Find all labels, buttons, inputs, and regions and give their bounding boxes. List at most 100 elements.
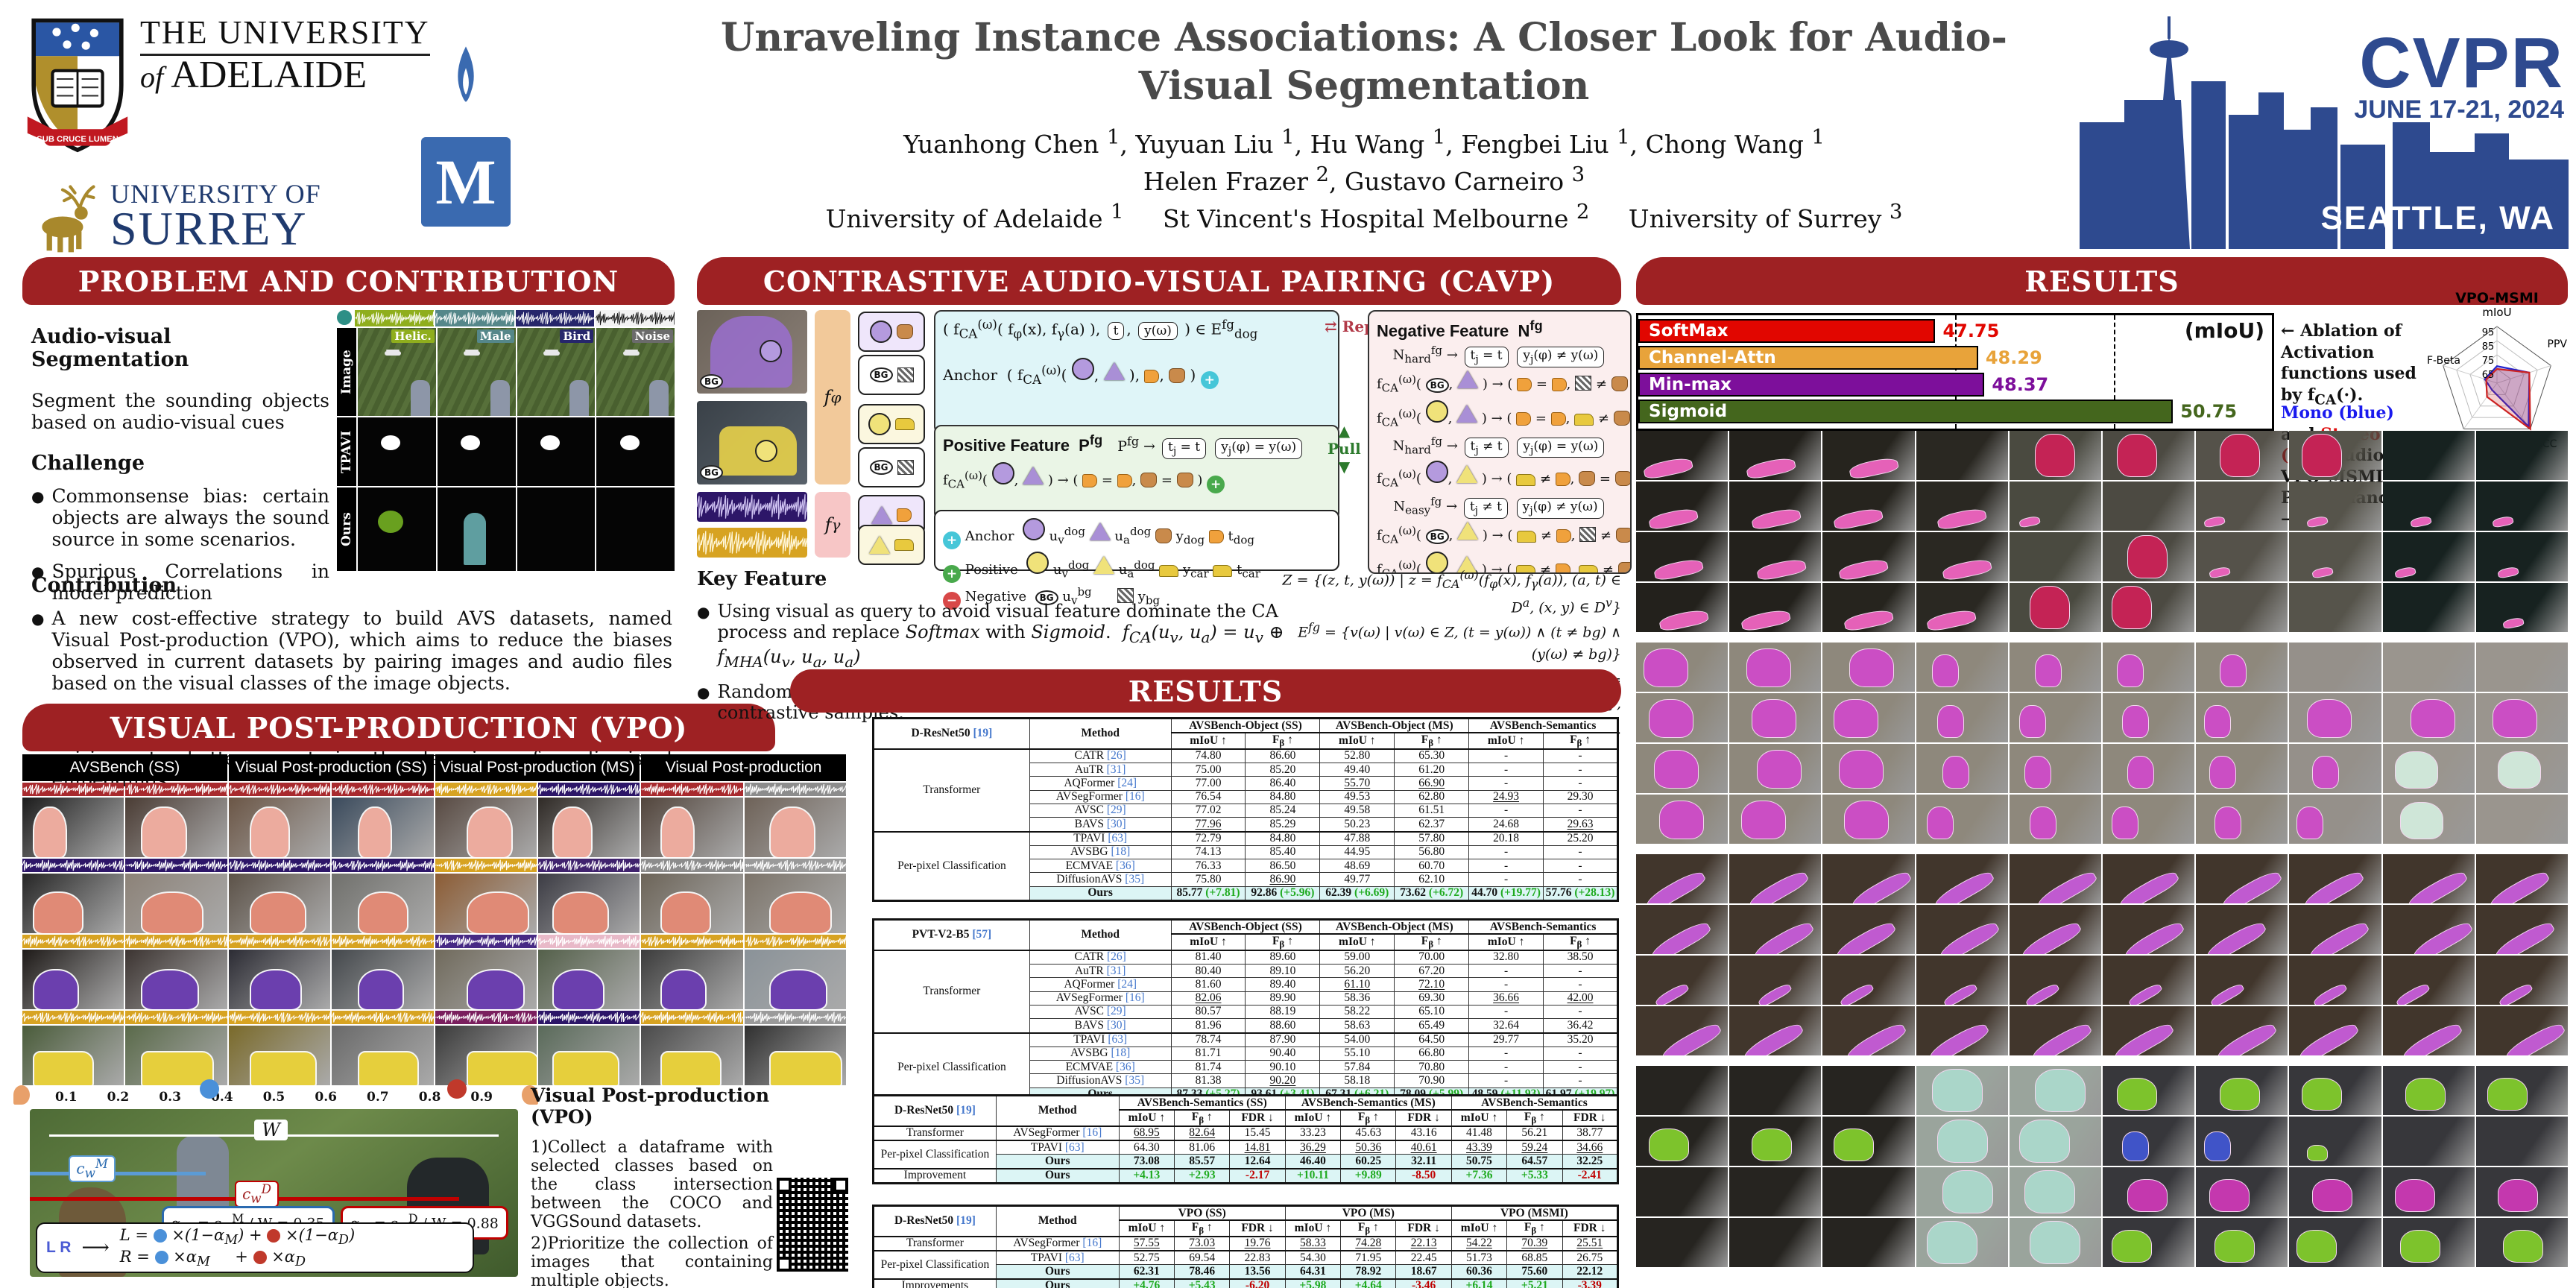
person-mask xyxy=(768,806,815,857)
cat-mask xyxy=(466,891,529,933)
mask-blob xyxy=(1757,750,1802,789)
tpavi-mask-blob xyxy=(540,435,560,450)
audio-strip xyxy=(641,935,743,948)
audio-strip xyxy=(228,783,331,796)
bar-label: SoftMax xyxy=(1649,321,1729,341)
vpo-image-tile xyxy=(744,874,846,933)
trombone-tile xyxy=(2196,854,2288,903)
mixed-animals-tile xyxy=(2475,1066,2569,1115)
negative-title: Negative Feature Nfg xyxy=(1377,318,1543,341)
trombone-tile xyxy=(1822,1006,1915,1055)
mixed-animals-tile xyxy=(1916,1066,2008,1115)
mask-blob xyxy=(1642,455,1694,480)
mono-speaker-pin-icon xyxy=(200,1079,219,1099)
problem-qualitative-grid: Image Helic. Male Bird Noise TPAVI Ours xyxy=(337,310,675,572)
results-table: D-ResNet50 [19] Method AVSBench-Semantics … xyxy=(872,1094,1619,1184)
tpavi-mask-blob xyxy=(381,435,401,450)
mask-blob xyxy=(2307,1145,2329,1161)
section-header-problem: PROBLEM AND CONTRIBUTION xyxy=(22,257,675,305)
audio-strip xyxy=(515,310,595,326)
dog-mask xyxy=(249,969,302,1009)
qual-row xyxy=(1636,1218,2569,1267)
mask-blob xyxy=(2394,981,2431,1005)
mask-blob xyxy=(2393,566,2416,579)
challenge-bullet-2: Spurious Correlations in model predictio… xyxy=(51,561,329,604)
positive-rule: Pfg → tj = t yj(φ) = y(ω) xyxy=(1117,435,1304,459)
vpo-step: 1)Collect a dataframe with selected clas… xyxy=(531,1138,773,1231)
audio-strip xyxy=(537,859,640,872)
mask-blob xyxy=(1844,801,1890,839)
problem-grid-row: Image Helic. Male Bird Noise xyxy=(337,328,675,416)
ruler-tick: 0.2 xyxy=(107,1090,130,1105)
mixed-animals-tile xyxy=(1636,1218,1729,1267)
problem-grid-row: Ours xyxy=(337,487,675,571)
audio-strip xyxy=(22,859,124,872)
mixed-animals-tile xyxy=(2103,1066,2195,1115)
wolf-tile xyxy=(1916,744,2008,793)
trombone-tile xyxy=(2382,1006,2475,1055)
adelaide-name-line1: THE UNIVERSITY xyxy=(140,16,430,56)
mask-blob xyxy=(2220,867,2284,903)
audio-strip xyxy=(228,859,331,872)
mixed-animals-tile xyxy=(2009,1167,2102,1216)
audio-strip xyxy=(228,935,331,948)
ablation-annotation: ← Ablation of Activation functions used … xyxy=(2281,321,2416,408)
mixed-animals-tile xyxy=(2382,1218,2475,1267)
person-mask xyxy=(466,806,513,857)
mask-blob xyxy=(2399,1019,2464,1055)
cat-mask xyxy=(660,891,712,933)
mask-blob xyxy=(1746,867,1811,903)
vpo-image-tile xyxy=(332,874,434,933)
authors-line1: Yuanhong Chen 1, Yuyuan Liu 1, Hu Wang 1… xyxy=(903,125,1825,159)
audio-strip xyxy=(537,1011,640,1024)
dog-mask xyxy=(33,969,79,1009)
mask-blob xyxy=(1740,607,1792,632)
helicopter-icon xyxy=(622,350,640,356)
vpo-image-tile xyxy=(22,1026,124,1085)
wolf-tile xyxy=(1636,693,1729,742)
mask-blob xyxy=(2220,654,2247,687)
vpo-image-tile xyxy=(435,1026,537,1085)
wolf-tile xyxy=(2196,693,2288,742)
wolf-tile xyxy=(2475,643,2569,692)
person-figure xyxy=(490,380,510,416)
vpo-msmi-radar-chart: VPO-MSMImIoU95857565PPVACCF1F-Beta xyxy=(2421,290,2574,452)
wolf-tile xyxy=(1822,693,1915,742)
trombone-tile xyxy=(1916,905,2008,954)
cm-label: cwM xyxy=(69,1155,116,1182)
audio-strip xyxy=(125,859,227,872)
qual-row xyxy=(1636,795,2569,844)
mask-blob xyxy=(1752,1128,1793,1161)
car-mask xyxy=(552,1051,619,1085)
audio-strip xyxy=(537,935,640,948)
mixed-animals-tile xyxy=(2196,1117,2288,1166)
mixed-animals-tile xyxy=(2475,1117,2569,1166)
car-mask xyxy=(358,1051,420,1085)
bar-row: SoftMax 47.75 xyxy=(1638,319,2272,343)
vpo-column-header: Visual Post-production (SS) xyxy=(228,754,434,781)
ruler-tick: 0.5 xyxy=(262,1090,285,1105)
affiliations: University of Adelaide 1 St Vincent's Ho… xyxy=(825,200,1903,233)
bar: Channel-Attn xyxy=(1638,346,1978,370)
stereo-speaker-pin-icon xyxy=(447,1079,467,1099)
equation-line: Z = {(z, t, y(ω)) | z = fCA(ω)(fφ(x), fγ… xyxy=(1282,568,1621,616)
mixed-animals-tile xyxy=(2289,1218,2381,1267)
trombone-tile xyxy=(2475,905,2569,954)
bar-label: Min-max xyxy=(1649,375,1732,394)
audio-strip xyxy=(641,1011,743,1024)
rifle-shooter-tile xyxy=(1822,482,1915,531)
table-row: Transformer CATR [26] 74.80 86.60 52.80 65.30… xyxy=(873,748,1618,833)
vpo-image-tile xyxy=(125,1026,227,1085)
wolf-tile xyxy=(2475,693,2569,742)
mask-blob xyxy=(2034,434,2075,477)
cat-mask xyxy=(358,891,409,933)
rifle-shooter-tile xyxy=(1729,583,1822,632)
mask-tile xyxy=(517,487,596,571)
mask-blob xyxy=(1752,918,1816,954)
rifle-shooter-tile xyxy=(1916,532,2008,581)
audio-strip xyxy=(125,935,227,948)
flame-icon xyxy=(458,46,474,102)
negative-panel: Negative Feature Nfg Nhardfg → tj = t yj… xyxy=(1368,310,1632,574)
rifle-shooter-tile xyxy=(2009,532,2102,581)
